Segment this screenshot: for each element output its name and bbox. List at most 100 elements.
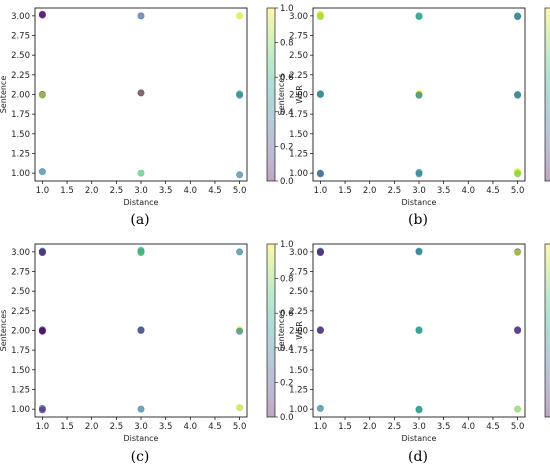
x-tick-label: 1.0: [36, 422, 50, 432]
data-point: [236, 248, 244, 256]
panel-caption: (c): [131, 449, 150, 465]
y-tick-label: 1.25: [289, 149, 308, 159]
y-tick-label: 2.00: [11, 327, 30, 337]
colorbar: [266, 7, 276, 182]
colorbar-label: WER: [295, 85, 304, 104]
y-tick-label: 1.75: [289, 110, 308, 120]
y-tick-label: 2.75: [289, 268, 308, 278]
data-point: [137, 405, 145, 413]
x-tick-label: 5.0: [233, 422, 247, 432]
y-tick-label: 1.00: [11, 405, 30, 415]
data-point: [316, 170, 324, 178]
x-axis-label: Distance: [402, 198, 437, 207]
y-tick-label: 2.50: [11, 287, 30, 297]
data-point: [236, 91, 244, 99]
x-tick-label: 3.5: [437, 422, 451, 432]
colorbar-tick-label: 0.2: [280, 378, 294, 388]
scatter-panel-a: 1.0 1.5 2.0 2.5 3.0 3.5 4.0 4.5 5.0 1.00 1.25 1.50 1…: [0, 4, 304, 228]
data-point: [236, 404, 244, 412]
data-point: [514, 249, 522, 257]
x-tick-label: 1.5: [338, 186, 352, 196]
y-tick-label: 2.25: [11, 307, 30, 317]
y-tick-label: 2.00: [289, 91, 308, 101]
data-point: [514, 91, 522, 99]
y-tick-label: 1.00: [289, 169, 308, 179]
y-tick-label: 2.00: [289, 327, 308, 337]
x-tick-label: 4.0: [184, 422, 198, 432]
x-tick-label: 2.0: [85, 186, 99, 196]
panel-caption: (a): [130, 212, 149, 228]
y-tick-label: 1.00: [11, 169, 30, 179]
y-tick-label: 1.50: [11, 130, 30, 140]
y-tick-label: 2.75: [11, 268, 30, 278]
y-tick-label: 1.25: [11, 385, 30, 395]
y-tick-label: 1.50: [289, 130, 308, 140]
colorbar-tick-label: 0.0: [280, 177, 294, 187]
y-tick-label: 2.50: [289, 287, 308, 297]
data-point: [38, 327, 46, 335]
data-point: [316, 13, 324, 21]
data-point: [415, 91, 423, 99]
y-axis-label: Sentences: [0, 310, 8, 352]
colorbar-tick-label: 0.4: [280, 108, 294, 118]
data-point: [316, 326, 324, 334]
y-tick-label: 1.75: [11, 110, 30, 120]
panel-caption: (b): [408, 212, 428, 228]
x-tick-label: 3.0: [412, 422, 426, 432]
x-tick-label: 3.5: [437, 186, 451, 196]
x-tick-label: 4.5: [486, 186, 500, 196]
data-point: [236, 12, 244, 20]
x-axis-label: Distance: [124, 198, 159, 207]
y-tick-label: 2.75: [11, 32, 30, 42]
y-tick-label: 3.00: [11, 248, 30, 258]
data-point: [38, 168, 46, 176]
y-tick-label: 1.50: [289, 366, 308, 376]
colorbar-tick-label: 1.0: [280, 4, 294, 14]
colorbar: [266, 243, 276, 418]
x-tick-label: 4.0: [184, 186, 198, 196]
colorbar-tick-label: 0.6: [280, 73, 294, 83]
y-tick-label: 1.25: [289, 385, 308, 395]
y-tick-label: 1.75: [11, 346, 30, 356]
y-tick-label: 3.00: [289, 12, 308, 22]
data-point: [514, 326, 522, 334]
y-tick-label: 1.00: [289, 405, 308, 415]
x-tick-label: 3.5: [159, 422, 173, 432]
data-point: [415, 326, 423, 334]
colorbar: [544, 7, 550, 182]
y-axis-label: Sentences: [277, 74, 286, 116]
data-point: [514, 170, 522, 178]
colorbar-tick-label: 0.0: [280, 413, 294, 423]
y-tick-label: 2.50: [11, 51, 30, 61]
scatter-panel-d: 1.0 1.5 2.0 2.5 3.0 3.5 4.0 4.5 5.0 1.00 1.25 1.50 1…: [277, 243, 550, 465]
y-tick-label: 1.25: [11, 149, 30, 159]
x-tick-label: 4.5: [486, 422, 500, 432]
data-point: [137, 326, 145, 334]
y-tick-label: 2.25: [289, 71, 308, 81]
y-tick-label: 2.50: [289, 51, 308, 61]
colorbar-tick-label: 0.4: [280, 344, 294, 354]
data-point: [415, 248, 423, 256]
colorbar-tick-label: 1.0: [280, 240, 294, 250]
x-tick-label: 3.0: [412, 186, 426, 196]
y-axis-label: Sentence: [0, 76, 8, 114]
x-tick-label: 2.0: [363, 422, 377, 432]
x-tick-label: 4.0: [462, 186, 476, 196]
y-tick-label: 2.25: [11, 71, 30, 81]
x-tick-label: 5.0: [233, 186, 247, 196]
data-point: [316, 404, 324, 412]
data-point: [316, 249, 324, 257]
x-tick-label: 1.0: [314, 186, 328, 196]
data-point: [38, 406, 46, 414]
y-tick-label: 3.00: [289, 248, 308, 258]
data-point: [415, 406, 423, 414]
x-tick-label: 5.0: [511, 422, 525, 432]
data-point: [415, 170, 423, 178]
x-tick-label: 1.0: [314, 422, 328, 432]
x-tick-label: 1.5: [60, 186, 74, 196]
x-tick-label: 2.5: [110, 186, 124, 196]
data-point: [316, 91, 324, 99]
panel-caption: (d): [408, 449, 428, 465]
y-tick-label: 1.75: [289, 346, 308, 356]
